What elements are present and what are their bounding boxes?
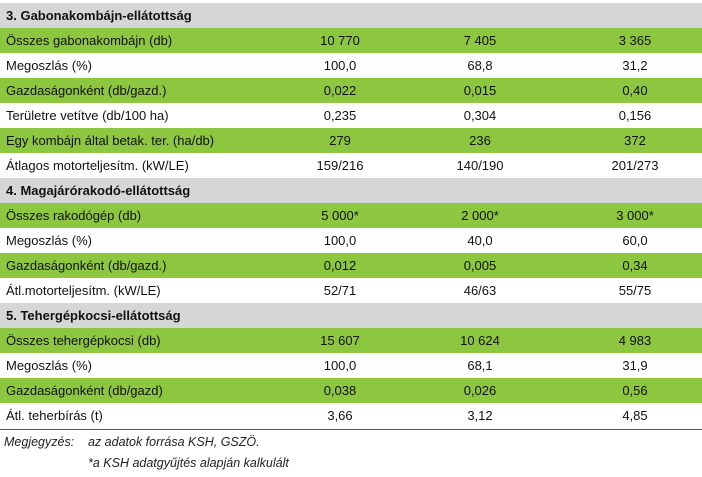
value-total: 279	[329, 133, 351, 148]
value-col-2: 0,015	[463, 83, 497, 98]
section-title: 5. Tehergépkocsi-ellátottság	[6, 308, 181, 323]
value-col-2: 40,0	[467, 233, 493, 248]
value-col-2: 2 000*	[461, 208, 499, 223]
row-label: Gazdaságonként (db/gazd.)	[6, 258, 167, 273]
value-col-2: 68,1	[467, 358, 493, 373]
value-col-2: 236	[469, 133, 491, 148]
row-label: Átlagos motorteljesítm. (kW/LE)	[6, 158, 189, 173]
note-label: Megjegyzés:	[4, 435, 75, 449]
table-row: Területre vetítve (db/100 ha) 0,235 0,304 0…	[0, 103, 702, 128]
value-col-2: 68,8	[467, 58, 493, 73]
value-col-2: 10 624	[460, 333, 500, 348]
value-col-2: 0,005	[463, 258, 497, 273]
value-col-3: 31,2	[622, 58, 648, 73]
table-row: Összes gabonakombájn (db) 10 770 7 405 3 36…	[0, 28, 702, 53]
value-col-3: 0,56	[622, 383, 648, 398]
value-col-3: 201/273	[611, 158, 659, 173]
value-col-3: 60,0	[622, 233, 648, 248]
row-label: Megoszlás (%)	[6, 58, 92, 73]
row-label: Egy kombájn által betak. ter. (ha/db)	[6, 133, 215, 148]
table-row: Gazdaságonként (db/gazd.) 0,022 0,015 0,40	[0, 78, 702, 103]
table-row: Átl.motorteljesítm. (kW/LE) 52/71 46/63 55/…	[0, 278, 702, 303]
table-row: Átl. teherbírás (t) 3,66 3,12 4,85	[0, 403, 702, 428]
value-total: 0,235	[323, 108, 357, 123]
value-col-3: 31,9	[622, 358, 648, 373]
value-col-2: 7 405	[463, 33, 497, 48]
section-title: 4. Magajárórakodó-ellátottság	[6, 183, 191, 198]
table-row: Megoszlás (%) 100,0 40,0 60,0	[0, 228, 702, 253]
row-label: Megoszlás (%)	[6, 358, 92, 373]
section-header: 4. Magajárórakodó-ellátottság	[0, 178, 702, 203]
value-col-3: 55/75	[618, 283, 652, 298]
note-line-2: *a KSH adatgyűjtés alapján kalkulált	[88, 456, 289, 470]
value-total: 100,0	[323, 58, 357, 73]
table-row: Összes tehergépkocsi (db) 15 607 10 624 4 9…	[0, 328, 702, 353]
value-col-3: 3 365	[618, 33, 652, 48]
table-row: Egy kombájn által betak. ter. (ha/db) 279…	[0, 128, 702, 153]
value-col-3: 3 000*	[616, 208, 654, 223]
section-title: 3. Gabonakombájn-ellátottság	[6, 8, 192, 23]
row-label: Átl. teherbírás (t)	[6, 408, 103, 423]
value-col-3: 4,85	[622, 408, 648, 423]
table-bottom-rule	[0, 429, 702, 430]
table-row: Átlagos motorteljesítm. (kW/LE) 159/216 14…	[0, 153, 702, 178]
value-col-3: 0,40	[622, 83, 648, 98]
table-row: Megoszlás (%) 100,0 68,1 31,9	[0, 353, 702, 378]
value-col-2: 0,304	[463, 108, 497, 123]
value-col-3: 0,156	[618, 108, 652, 123]
value-col-3: 4 983	[618, 333, 652, 348]
row-label: Összes rakodógép (db)	[6, 208, 142, 223]
value-total: 5 000*	[321, 208, 359, 223]
value-total: 10 770	[320, 33, 360, 48]
value-total: 3,66	[327, 408, 353, 423]
note-line-1: az adatok forrása KSH, GSZÖ.	[88, 435, 260, 449]
row-label: Átl.motorteljesítm. (kW/LE)	[6, 283, 161, 298]
row-label: Megoszlás (%)	[6, 233, 92, 248]
value-col-2: 3,12	[467, 408, 493, 423]
value-total: 0,022	[323, 83, 357, 98]
section-header: 5. Tehergépkocsi-ellátottság	[0, 303, 702, 328]
value-total: 0,012	[323, 258, 357, 273]
value-total: 100,0	[323, 233, 357, 248]
value-total: 52/71	[323, 283, 357, 298]
row-label: Területre vetítve (db/100 ha)	[6, 108, 169, 123]
value-col-2: 140/190	[456, 158, 504, 173]
table-row: Megoszlás (%) 100,0 68,8 31,2	[0, 53, 702, 78]
row-label: Gazdaságonként (db/gazd.)	[6, 83, 167, 98]
value-col-3: 372	[624, 133, 646, 148]
value-total: 159/216	[316, 158, 364, 173]
row-label: Összes gabonakombájn (db)	[6, 33, 173, 48]
value-col-2: 46/63	[463, 283, 497, 298]
value-col-3: 0,34	[622, 258, 648, 273]
table-row: Gazdaságonként (db/gazd.) 0,012 0,005 0,34	[0, 253, 702, 278]
table-row: Gazdaságonként (db/gazd) 0,038 0,026 0,56	[0, 378, 702, 403]
table-row: Összes rakodógép (db) 5 000* 2 000* 3 000*	[0, 203, 702, 228]
row-label: Gazdaságonként (db/gazd)	[6, 383, 163, 398]
value-total: 0,038	[323, 383, 357, 398]
section-header: 3. Gabonakombájn-ellátottság	[0, 3, 702, 28]
row-label: Összes tehergépkocsi (db)	[6, 333, 161, 348]
value-col-2: 0,026	[463, 383, 497, 398]
value-total: 15 607	[320, 333, 360, 348]
value-total: 100,0	[323, 358, 357, 373]
